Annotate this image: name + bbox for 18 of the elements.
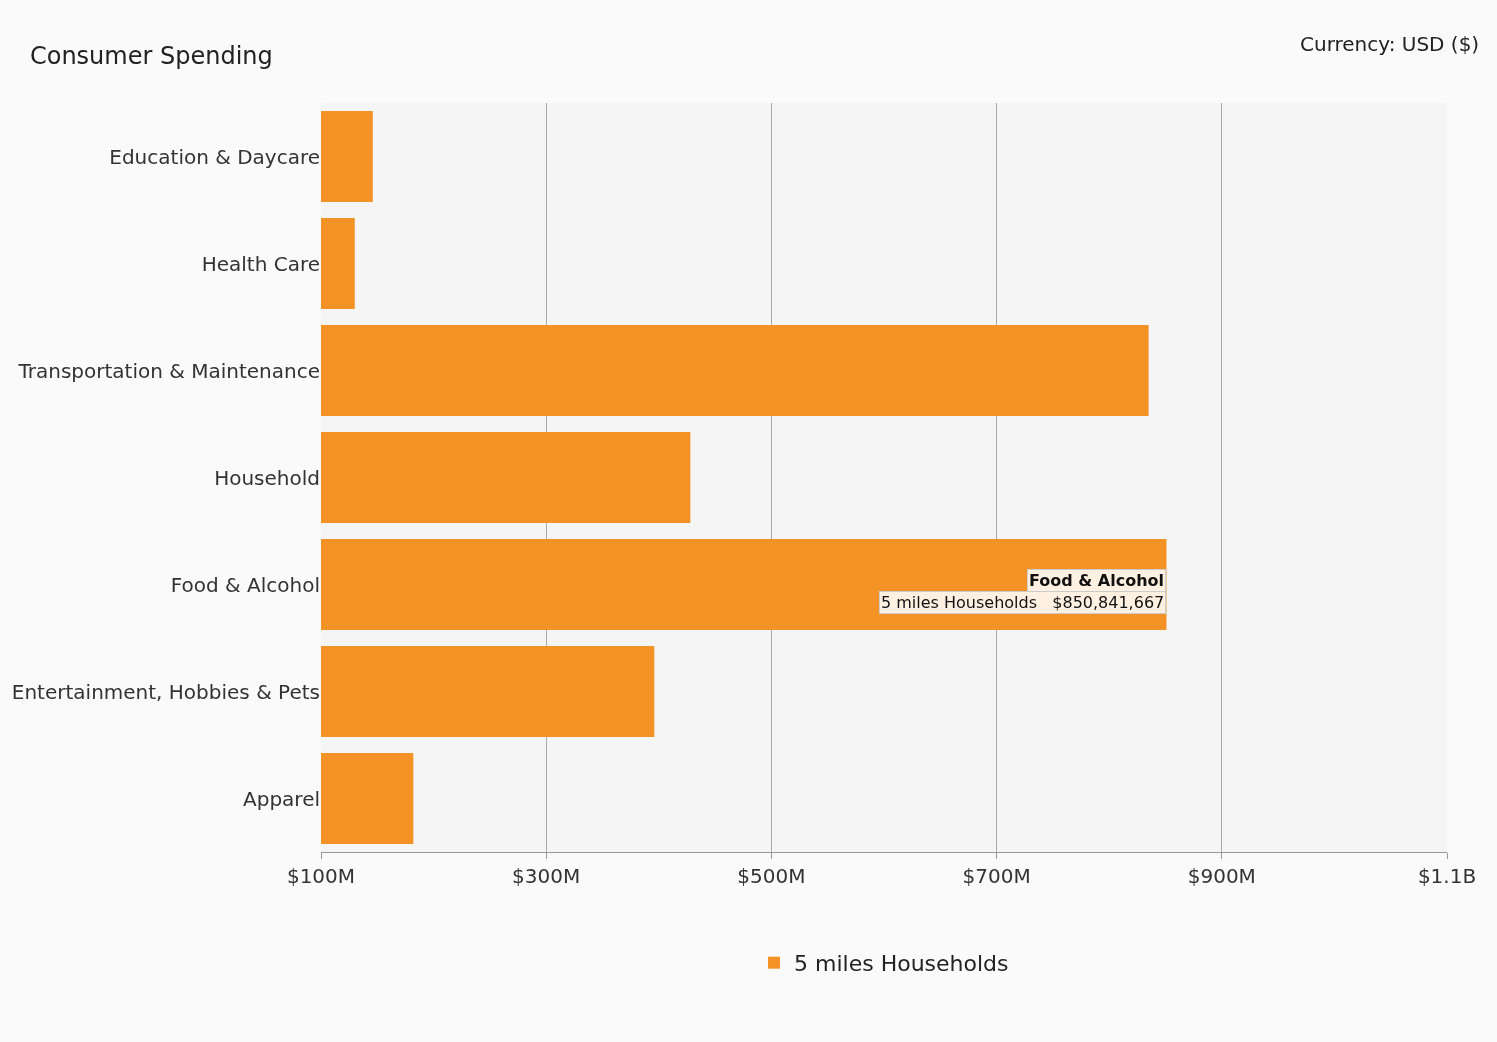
y-tick-label: Education & Daycare xyxy=(109,144,320,169)
x-tick-label: $300M xyxy=(512,864,581,888)
x-tick-label: $1.1B xyxy=(1417,864,1477,888)
y-tick-label: Apparel xyxy=(243,786,320,811)
legend-label: 5 miles Households xyxy=(794,951,1009,977)
x-tick-label: $700M xyxy=(962,864,1031,888)
chart-title: Consumer Spending xyxy=(29,41,273,70)
y-tick-label: Household xyxy=(214,465,320,490)
annotation: Food & Alcohol xyxy=(1029,571,1165,590)
text: Currency: USD ($) xyxy=(1300,32,1480,56)
annotation: 5 miles Households $850,841,667 xyxy=(881,593,1165,612)
x-tick-label: $900M xyxy=(1187,864,1256,888)
x-tick-label: $500M xyxy=(737,864,806,888)
y-tick-label: Entertainment, Hobbies & Pets xyxy=(11,679,320,704)
y-tick-label: Food & Alcohol xyxy=(170,572,320,597)
y-tick-label: Transportation & Maintenance xyxy=(17,358,320,383)
x-tick-label: $100M xyxy=(286,864,356,888)
y-tick-label: Health Care xyxy=(201,251,320,276)
